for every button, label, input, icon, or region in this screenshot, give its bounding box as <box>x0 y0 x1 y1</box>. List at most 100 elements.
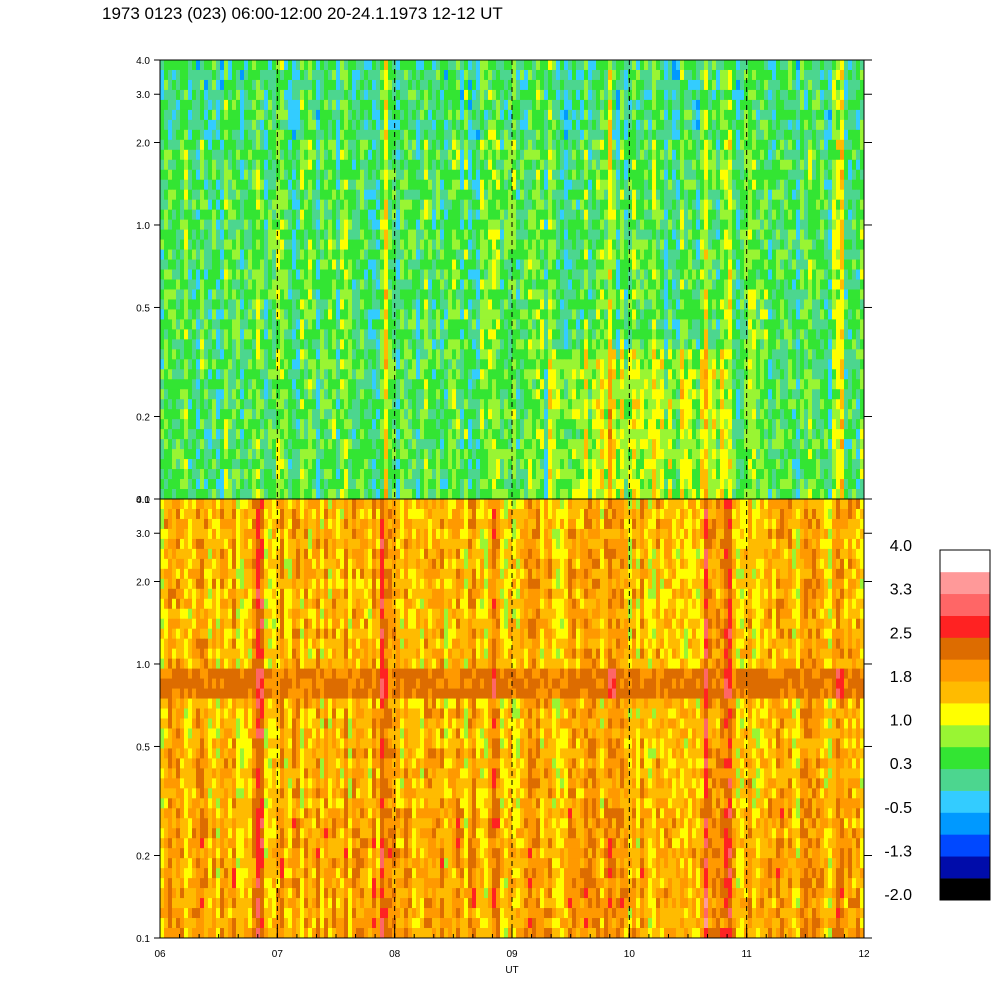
heatmap-cell <box>176 150 180 160</box>
heatmap-cell <box>796 150 800 160</box>
heatmap-cell <box>628 210 632 220</box>
heatmap-cell <box>800 130 804 140</box>
heatmap-cell <box>420 299 424 309</box>
heatmap-cell <box>536 309 540 319</box>
heatmap-cell <box>444 230 448 240</box>
heatmap-cell <box>676 250 680 260</box>
heatmap-cell <box>220 270 224 280</box>
heatmap-cell <box>556 150 560 160</box>
heatmap-cell <box>260 60 264 70</box>
heatmap-cell <box>668 180 672 190</box>
heatmap-cell <box>404 170 408 180</box>
heatmap-cell <box>740 210 744 220</box>
heatmap-cell <box>676 329 680 339</box>
heatmap-cell <box>244 309 248 319</box>
heatmap-cell <box>340 329 344 339</box>
heatmap-cell <box>504 299 508 309</box>
heatmap-cell <box>836 280 840 290</box>
heatmap-cell <box>320 200 324 210</box>
heatmap-cell <box>732 90 736 100</box>
heatmap-cell <box>448 210 452 220</box>
heatmap-cell <box>276 150 280 160</box>
heatmap-cell <box>208 60 212 70</box>
heatmap-cell <box>292 140 296 150</box>
heatmap-cell <box>520 70 524 80</box>
heatmap-cell <box>792 240 796 250</box>
heatmap-cell <box>580 120 584 130</box>
heatmap-cell <box>804 60 808 70</box>
heatmap-cell <box>840 319 844 329</box>
heatmap-cell <box>608 80 612 90</box>
heatmap-cell <box>720 90 724 100</box>
heatmap-cell <box>192 130 196 140</box>
heatmap-cell <box>624 329 628 339</box>
heatmap-cell <box>448 80 452 90</box>
heatmap-cell <box>856 70 860 80</box>
heatmap-cell <box>268 260 272 270</box>
heatmap-cell <box>232 200 236 210</box>
heatmap-cell <box>480 329 484 339</box>
heatmap-cell <box>220 160 224 170</box>
heatmap-cell <box>356 319 360 329</box>
heatmap-cell <box>476 280 480 290</box>
heatmap-cell <box>312 299 316 309</box>
heatmap-cell <box>676 70 680 80</box>
heatmap-cell <box>528 289 532 299</box>
heatmap-cell <box>328 220 332 230</box>
heatmap-cell <box>832 60 836 70</box>
heatmap-cell <box>504 250 508 260</box>
heatmap-cell <box>736 70 740 80</box>
heatmap-cell <box>220 150 224 160</box>
heatmap-cell <box>312 80 316 90</box>
heatmap-cell <box>588 270 592 280</box>
heatmap-cell <box>460 70 464 80</box>
heatmap-cell <box>768 170 772 180</box>
heatmap-cell <box>656 299 660 309</box>
heatmap-cell <box>648 120 652 130</box>
heatmap-cell <box>640 130 644 140</box>
heatmap-cell <box>228 120 232 130</box>
heatmap-cell <box>204 230 208 240</box>
heatmap-cell <box>512 329 516 339</box>
heatmap-cell <box>372 240 376 250</box>
heatmap-cell <box>248 150 252 160</box>
heatmap-cell <box>840 289 844 299</box>
heatmap-cell <box>164 220 168 230</box>
heatmap-cell <box>552 220 556 230</box>
heatmap-cell <box>252 60 256 70</box>
heatmap-cell <box>564 170 568 180</box>
heatmap-cell <box>220 220 224 230</box>
heatmap-cell <box>852 220 856 230</box>
heatmap-cell <box>732 160 736 170</box>
heatmap-cell <box>172 110 176 120</box>
heatmap-cell <box>824 100 828 110</box>
heatmap-cell <box>848 200 852 210</box>
heatmap-cell <box>484 130 488 140</box>
heatmap-cell <box>280 260 284 270</box>
heatmap-cell <box>444 329 448 339</box>
heatmap-cell <box>524 319 528 329</box>
heatmap-cell <box>840 170 844 180</box>
heatmap-cell <box>256 150 260 160</box>
heatmap-cell <box>688 200 692 210</box>
heatmap-cell <box>632 260 636 270</box>
heatmap-cell <box>308 80 312 90</box>
heatmap-cell <box>460 289 464 299</box>
heatmap-cell <box>472 200 476 210</box>
heatmap-cell <box>644 260 648 270</box>
heatmap-cell <box>284 80 288 90</box>
heatmap-cell <box>236 100 240 110</box>
heatmap-cell <box>824 140 828 150</box>
heatmap-cell <box>564 260 568 270</box>
heatmap-cell <box>540 270 544 280</box>
heatmap-cell <box>384 339 388 349</box>
heatmap-cell <box>828 80 832 90</box>
heatmap-cell <box>292 120 296 130</box>
heatmap-cell <box>632 319 636 329</box>
heatmap-cell <box>808 240 812 250</box>
heatmap-cell <box>248 280 252 290</box>
heatmap-cell <box>264 160 268 170</box>
heatmap-cell <box>408 180 412 190</box>
heatmap-cell <box>636 170 640 180</box>
heatmap-cell <box>504 260 508 270</box>
